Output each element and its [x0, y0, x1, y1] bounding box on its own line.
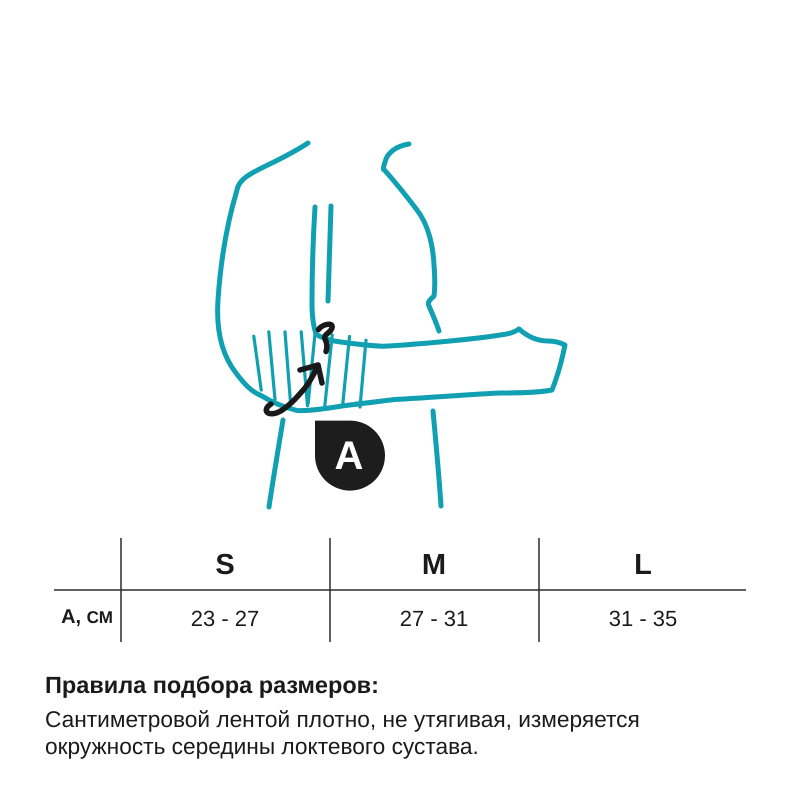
svg-text:окружность середины локтевого: окружность середины локтевого сустава. [45, 733, 479, 759]
svg-text:23 - 27: 23 - 27 [191, 606, 260, 631]
svg-text:A: A [335, 434, 364, 478]
svg-text:31 - 35: 31 - 35 [609, 606, 678, 631]
svg-text:Правила подбора размеров:: Правила подбора размеров: [45, 672, 379, 698]
svg-text:L: L [634, 549, 652, 581]
svg-text:S: S [215, 549, 234, 581]
svg-text:M: M [422, 549, 446, 581]
svg-text:А, СМ: А, СМ [61, 606, 113, 628]
svg-text:27 - 31: 27 - 31 [400, 606, 469, 631]
svg-text:Сантиметровой лентой плотно, н: Сантиметровой лентой плотно, не утягивая… [45, 706, 640, 732]
